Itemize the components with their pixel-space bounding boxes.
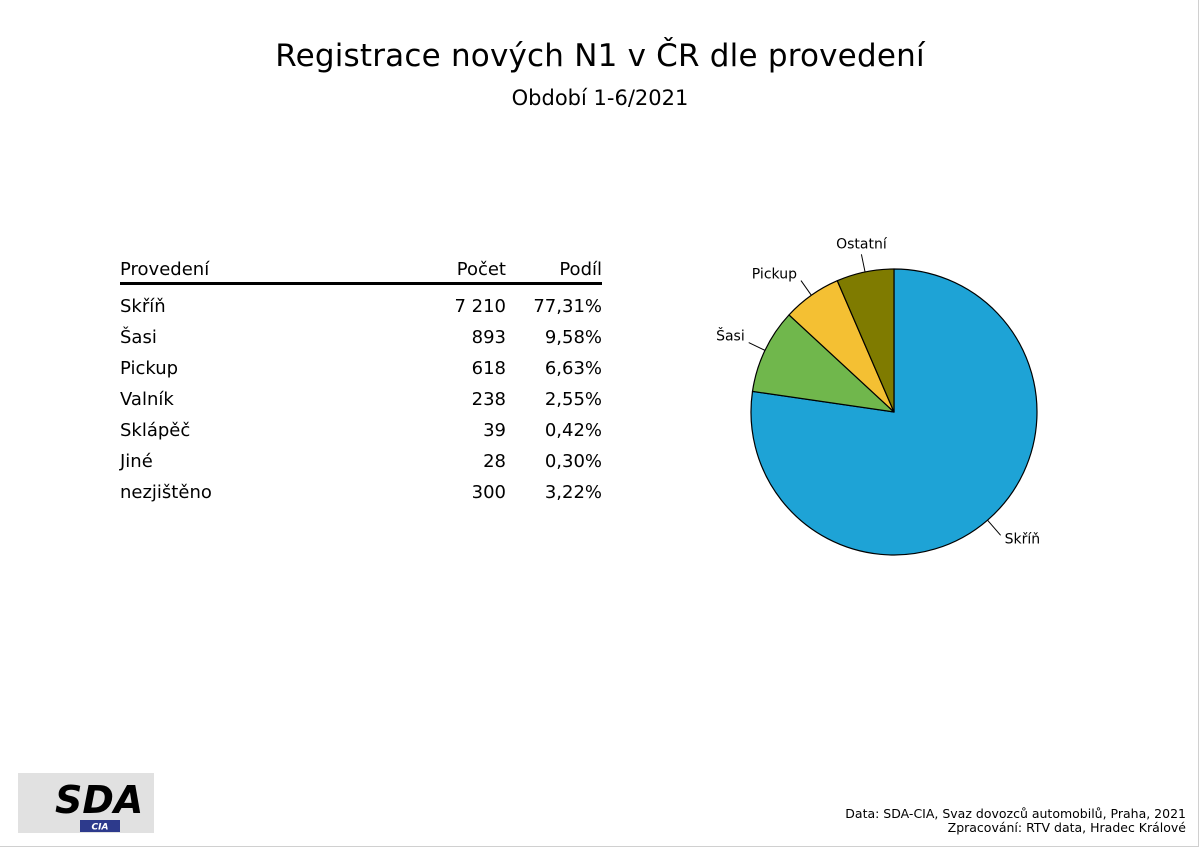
column-header-provedeni: Provedení — [120, 252, 420, 285]
table-row: Pickup 618 6,63% — [120, 353, 602, 384]
pie-leader-line — [860, 254, 866, 273]
logo-sub-bar — [80, 820, 120, 832]
pie-labels: Skříň Šasi Pickup Ostatní — [716, 236, 1040, 547]
pie-slices — [750, 268, 1038, 556]
row-share: 77,31% — [533, 296, 602, 317]
data-table: Provedení Počet Podíl Skříň 7 210 77,31%… — [120, 252, 602, 508]
sda-cia-logo: SDA CIA — [18, 773, 154, 833]
row-share: 6,63% — [544, 358, 602, 379]
pie-label-pickup: Pickup — [752, 267, 797, 283]
row-name: Skříň — [120, 296, 166, 317]
table-row: Jiné 28 0,30% — [120, 446, 602, 477]
row-name: nezjištěno — [120, 482, 212, 503]
pie-leader-lines — [748, 254, 1002, 536]
row-name: Jiné — [120, 451, 153, 472]
table-row: Šasi 893 9,58% — [120, 322, 602, 353]
row-count: 893 — [471, 327, 506, 348]
pie-leader-line — [800, 280, 812, 296]
pie-slice-šasi — [751, 314, 895, 413]
source-note: Data: SDA-CIA, Svaz dovozců automobilů, … — [845, 807, 1186, 835]
row-count: 7 210 — [454, 296, 506, 317]
page-title: Registrace nových N1 v ČR dle provedení — [275, 38, 925, 74]
pie-label-skříň: Skříň — [1005, 531, 1041, 547]
pie-leader-line — [987, 519, 1002, 536]
pie-chart: Skříň Šasi Pickup Ostatní — [716, 236, 1040, 556]
column-header-pocet: Počet — [420, 252, 506, 285]
logo-main-text: SDA — [55, 778, 143, 822]
row-share: 0,42% — [544, 420, 602, 441]
logo-sub-text: CIA — [92, 823, 109, 833]
row-share: 0,30% — [544, 451, 602, 472]
row-name: Šasi — [120, 327, 157, 348]
row-share: 9,58% — [544, 327, 602, 348]
table-row: Skříň 7 210 77,31% — [120, 284, 602, 323]
page-subtitle: Období 1-6/2021 — [511, 86, 689, 110]
row-count: 300 — [471, 482, 506, 503]
pie-label-ostatní: Ostatní — [836, 236, 888, 252]
processing-line: Zpracování: RTV data, Hradec Králové — [947, 820, 1186, 835]
table-row: nezjištěno 300 3,22% — [120, 477, 602, 508]
table-header-row: Provedení Počet Podíl — [120, 252, 602, 285]
row-count: 39 — [483, 420, 506, 441]
row-name: Pickup — [120, 358, 179, 379]
row-name: Sklápěč — [120, 420, 191, 441]
row-share: 2,55% — [544, 389, 602, 410]
pie-label-šasi: Šasi — [716, 327, 745, 345]
pie-slice-ostatní — [836, 268, 895, 413]
table-row: Valník 238 2,55% — [120, 384, 602, 415]
column-header-podil: Podíl — [506, 252, 602, 285]
row-name: Valník — [120, 389, 174, 410]
table-row: Sklápěč 39 0,42% — [120, 415, 602, 446]
row-count: 238 — [471, 389, 506, 410]
pie-leader-line — [748, 342, 766, 351]
row-count: 28 — [483, 451, 506, 472]
source-line: Data: SDA-CIA, Svaz dovozců automobilů, … — [845, 806, 1186, 821]
row-count: 618 — [471, 358, 506, 379]
row-share: 3,22% — [544, 482, 602, 503]
